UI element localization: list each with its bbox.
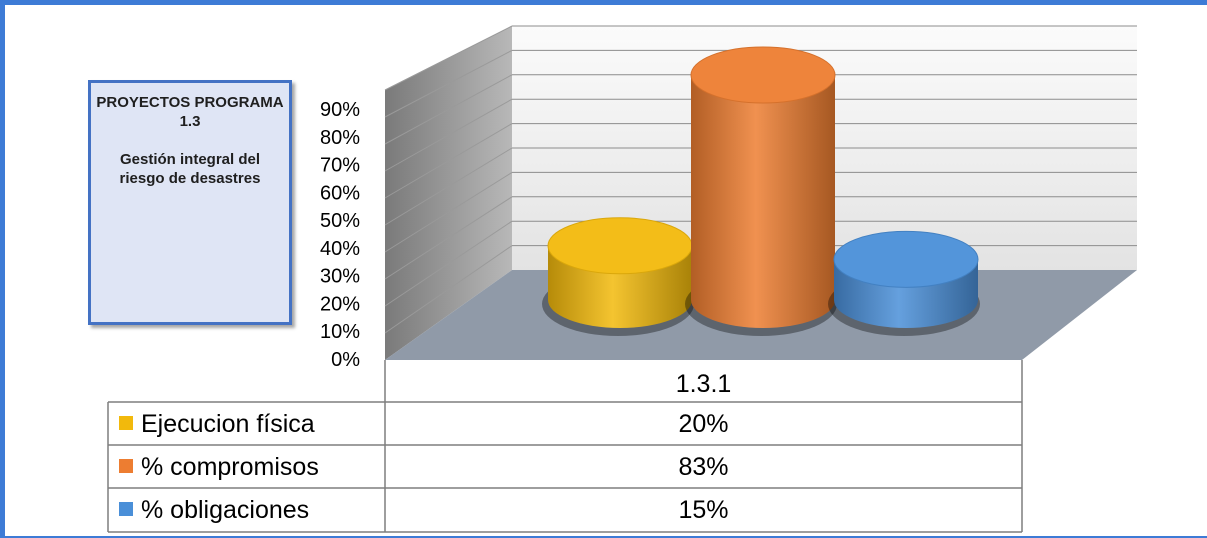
bar-top — [833, 230, 979, 288]
gridline-side — [384, 74, 513, 145]
category-label: 1.3.1 — [676, 370, 732, 398]
y-tick-label: 80% — [320, 127, 360, 149]
legend-key — [119, 502, 133, 516]
side-wall — [385, 26, 512, 360]
legend-label: % compromisos — [141, 453, 319, 481]
gridline-side — [384, 220, 513, 307]
gridline-side — [384, 147, 513, 226]
y-tick-label: 50% — [320, 210, 360, 232]
bar-top — [690, 46, 836, 104]
gridline-side — [384, 49, 513, 118]
legend-key — [119, 416, 133, 430]
chart-title: PROYECTOS PROGRAMA 1.3 — [96, 94, 284, 130]
data-table: 1.3.1 Ejecucion física 20% % compromisos 83%… — [107, 360, 1023, 533]
bar-top — [547, 217, 693, 275]
y-tick-label: 90% — [320, 99, 360, 121]
y-tick-label: 10% — [320, 321, 360, 343]
y-tick-label: 0% — [331, 349, 360, 371]
y-tick-label: 70% — [320, 155, 360, 177]
legend-label: % obligaciones — [141, 496, 309, 524]
chart-subtitle: Gestión integral del riesgo de desastres — [119, 151, 261, 187]
chart-title-box: PROYECTOS PROGRAMA 1.3 Gestión integral … — [88, 80, 292, 325]
legend-label: Ejecucion física — [141, 410, 315, 438]
y-tick-label: 30% — [320, 266, 360, 288]
gridline-side — [384, 98, 513, 172]
bar-compromisos — [685, 46, 837, 336]
bar-body — [691, 75, 835, 328]
gridline-side — [384, 25, 513, 91]
gridline-side — [384, 123, 513, 199]
y-tick-label: 40% — [320, 238, 360, 260]
data-value-label: 20% — [678, 410, 728, 438]
gridline-side — [384, 196, 513, 280]
gridline-side — [384, 171, 513, 253]
chart-bars — [542, 46, 980, 336]
y-axis-ticks: 0% 10% 20% 30% 40% 50% 60% 70% 80% 90% — [320, 99, 360, 371]
y-tick-label: 60% — [320, 182, 360, 204]
legend-key — [119, 459, 133, 473]
bar-ejecucion-f-sica — [542, 217, 694, 336]
data-value-label: 83% — [678, 453, 728, 481]
gridline-side — [384, 245, 513, 334]
bar-obligaciones — [828, 230, 980, 336]
y-tick-label: 20% — [320, 293, 360, 315]
data-value-label: 15% — [678, 496, 728, 524]
